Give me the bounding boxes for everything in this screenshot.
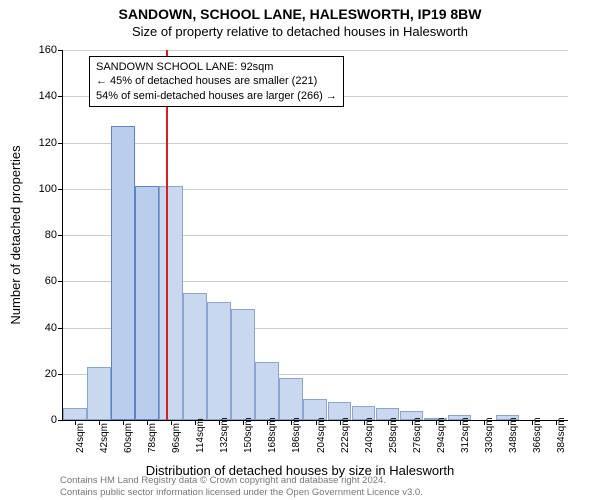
xtick-label: 258sqm [388, 417, 399, 453]
chart-title-sub: Size of property relative to detached ho… [0, 24, 600, 39]
histogram-bar [279, 378, 303, 420]
ytick-label: 100 [27, 183, 57, 195]
ytick-mark [58, 143, 63, 144]
xtick-label: 312sqm [460, 417, 471, 453]
histogram-bar [255, 362, 279, 420]
info-box-line-3: 54% of semi-detached houses are larger (… [96, 89, 337, 103]
footer-line-2: Contains public sector information licen… [60, 487, 423, 498]
xtick-label: 222sqm [340, 417, 351, 453]
ytick-mark [58, 50, 63, 51]
chart-title-main: SANDOWN, SCHOOL LANE, HALESWORTH, IP19 8… [0, 6, 600, 22]
ytick-label: 0 [27, 414, 57, 426]
xtick-label: 276sqm [412, 417, 423, 453]
histogram-bar [183, 293, 207, 420]
xtick-label: 132sqm [219, 417, 230, 453]
xtick-label: 204sqm [316, 417, 327, 453]
ytick-mark [58, 189, 63, 190]
ytick-label: 120 [27, 137, 57, 149]
histogram-bar [231, 309, 255, 420]
xtick-label: 42sqm [99, 423, 110, 453]
ytick-label: 140 [27, 90, 57, 102]
xtick-label: 384sqm [556, 417, 567, 453]
xtick-label: 348sqm [508, 417, 519, 453]
info-box: SANDOWN SCHOOL LANE: 92sqm← 45% of detac… [89, 56, 344, 107]
xtick-label: 366sqm [532, 417, 543, 453]
ytick-label: 80 [27, 229, 57, 241]
ytick-label: 160 [27, 44, 57, 56]
xtick-label: 24sqm [75, 423, 86, 453]
histogram-bar [63, 408, 87, 420]
footer-attribution: Contains HM Land Registry data © Crown c… [60, 475, 423, 498]
y-axis-label: Number of detached properties [8, 145, 23, 324]
ytick-mark [58, 328, 63, 329]
xtick-label: 294sqm [436, 417, 447, 453]
xtick-label: 114sqm [195, 418, 206, 453]
info-box-line-2: ← 45% of detached houses are smaller (22… [96, 74, 337, 88]
ytick-mark [58, 420, 63, 421]
ytick-label: 40 [27, 322, 57, 334]
grid-line [63, 143, 568, 144]
histogram-bar [135, 186, 159, 420]
xtick-label: 186sqm [291, 417, 302, 453]
grid-line [63, 50, 568, 51]
ytick-label: 60 [27, 275, 57, 287]
ytick-mark [58, 235, 63, 236]
histogram-bar [207, 302, 231, 420]
chart-container: SANDOWN, SCHOOL LANE, HALESWORTH, IP19 8… [0, 0, 600, 500]
footer-line-1: Contains HM Land Registry data © Crown c… [60, 475, 423, 486]
ytick-mark [58, 96, 63, 97]
histogram-bar [111, 126, 135, 420]
ytick-label: 20 [27, 368, 57, 380]
xtick-label: 150sqm [243, 417, 254, 453]
chart-plot-area: 24sqm42sqm60sqm78sqm96sqm114sqm132sqm150… [62, 50, 568, 421]
ytick-mark [58, 281, 63, 282]
info-box-line-1: SANDOWN SCHOOL LANE: 92sqm [96, 60, 337, 74]
xtick-label: 240sqm [364, 417, 375, 453]
xtick-label: 60sqm [123, 423, 134, 453]
xtick-label: 96sqm [171, 423, 182, 453]
xtick-label: 168sqm [267, 417, 278, 453]
xtick-label: 78sqm [147, 423, 158, 453]
ytick-mark [58, 374, 63, 375]
histogram-bar [159, 186, 183, 420]
histogram-bar [87, 367, 111, 420]
xtick-label: 330sqm [484, 417, 495, 453]
